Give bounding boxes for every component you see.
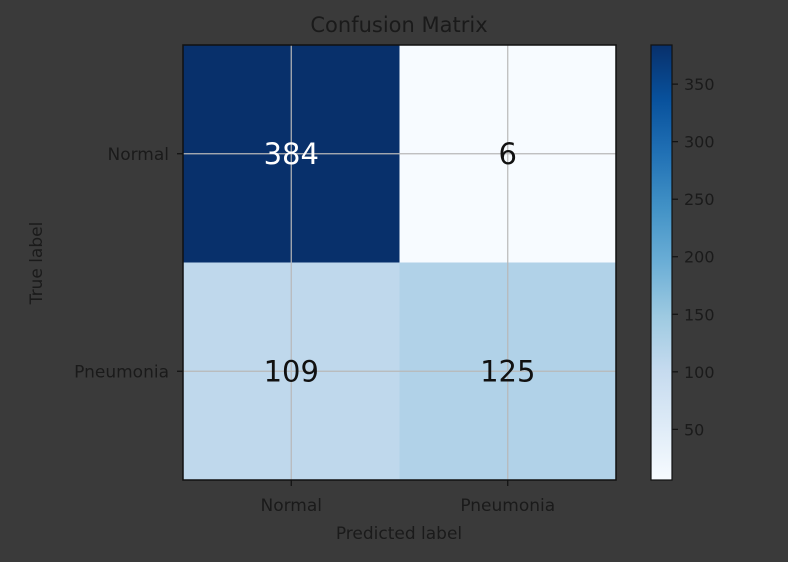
colorbar-tick-label: 100 <box>684 363 715 382</box>
y-tick-label: Normal <box>107 145 169 165</box>
cell-value-label: 109 <box>264 354 319 388</box>
y-axis-label: True label <box>27 222 47 306</box>
colorbar-ticks: 50 100 150 200 250 300 350 <box>672 75 715 439</box>
cell-value-label: 384 <box>264 137 319 171</box>
cell-value-label: 125 <box>480 354 535 388</box>
x-axis-label: Predicted label <box>336 524 462 544</box>
colorbar-tick-label: 50 <box>684 420 704 439</box>
matrix-cells <box>183 45 616 480</box>
colorbar-tick-label: 300 <box>684 133 715 152</box>
colorbar-tick-label: 250 <box>684 190 715 209</box>
x-tick-label: Normal <box>260 496 322 516</box>
chart-title: Confusion Matrix <box>310 13 487 37</box>
cell-value-labels: 384 6 109 125 <box>264 137 536 389</box>
colorbar <box>650 44 673 481</box>
x-axis-ticks: Normal Pneumonia <box>260 480 555 516</box>
colorbar-tick-label: 150 <box>684 305 715 324</box>
y-axis-ticks: Normal Pneumonia <box>74 145 183 382</box>
x-tick-label: Pneumonia <box>460 496 555 516</box>
y-tick-label: Pneumonia <box>74 362 169 382</box>
colorbar-tick-label: 200 <box>684 248 715 267</box>
colorbar-tick-label: 350 <box>684 75 715 94</box>
plot-frame <box>182 44 617 481</box>
cell-value-label: 6 <box>499 137 517 171</box>
grid-lines <box>183 45 616 480</box>
